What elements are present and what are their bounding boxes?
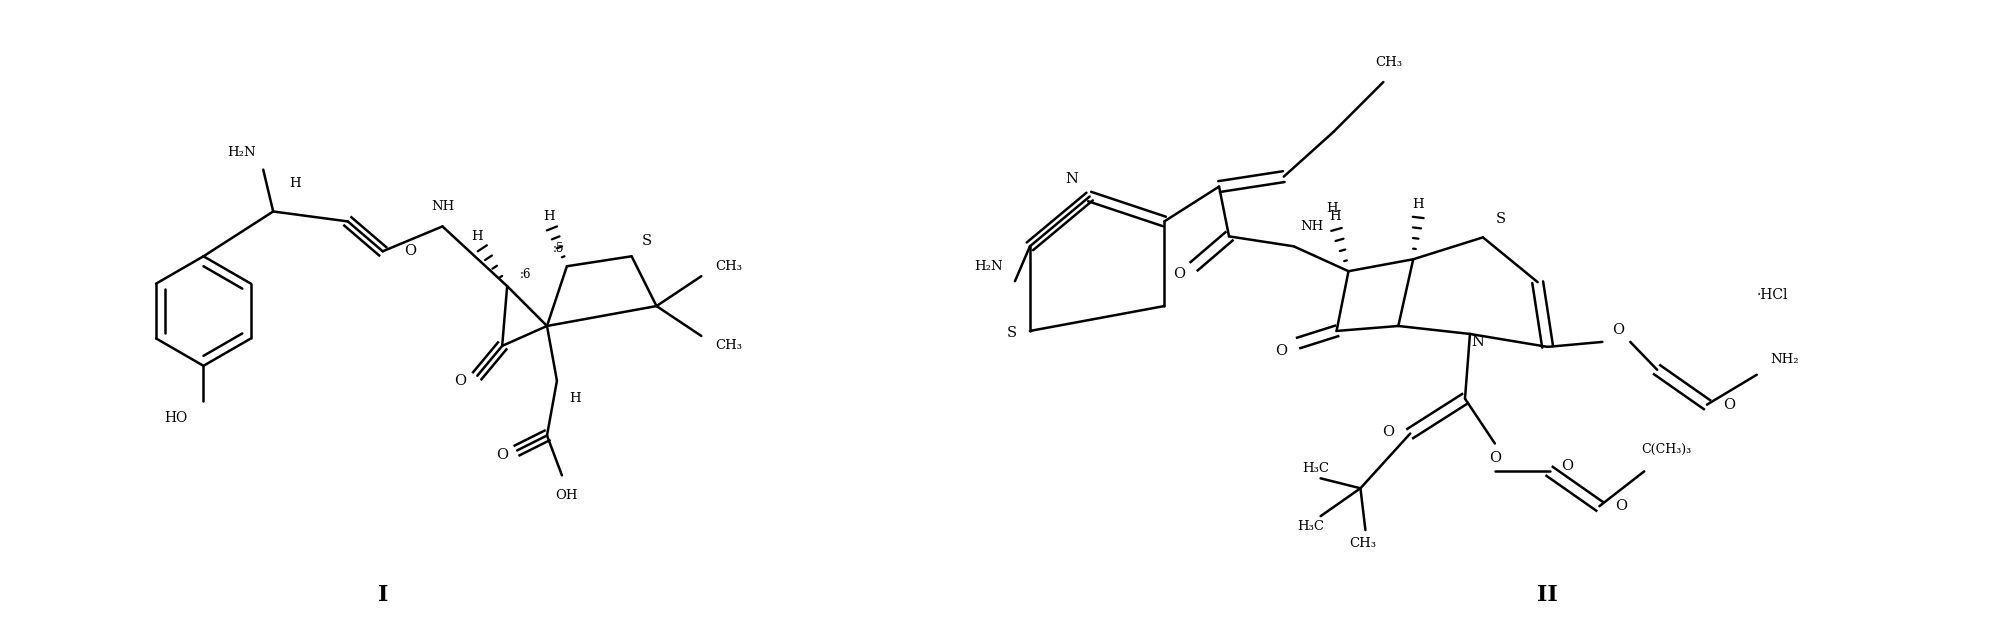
Text: O: O <box>1381 424 1393 438</box>
Text: H₃C: H₃C <box>1301 462 1329 475</box>
Text: :5: :5 <box>552 242 564 255</box>
Text: S: S <box>640 235 652 248</box>
Text: O: O <box>1722 397 1734 412</box>
Text: H: H <box>472 230 484 243</box>
Text: N: N <box>1066 172 1078 186</box>
Text: H: H <box>1411 198 1423 211</box>
Text: H₂N: H₂N <box>227 146 255 159</box>
Text: O: O <box>1172 267 1184 281</box>
Text: CH₃: CH₃ <box>1349 537 1375 549</box>
Text: H: H <box>1329 210 1341 223</box>
Text: O: O <box>1614 499 1626 513</box>
Text: C(CH₃)₃: C(CH₃)₃ <box>1640 443 1690 456</box>
Text: NH: NH <box>432 200 454 213</box>
Text: O: O <box>454 374 466 388</box>
Text: H: H <box>289 177 301 190</box>
Text: H₃C: H₃C <box>1297 520 1323 533</box>
Text: II: II <box>1537 584 1557 606</box>
Text: I: I <box>377 584 387 606</box>
Text: O: O <box>1487 451 1499 465</box>
Text: ·HCl: ·HCl <box>1756 288 1788 302</box>
Text: HO: HO <box>165 411 187 424</box>
Text: H₂N: H₂N <box>973 260 1001 272</box>
Text: O: O <box>1612 323 1624 337</box>
Text: H: H <box>544 210 554 223</box>
Text: CH₃: CH₃ <box>714 339 743 353</box>
Text: N: N <box>1471 335 1483 349</box>
Text: :6: :6 <box>520 268 530 281</box>
Text: NH₂: NH₂ <box>1770 353 1798 366</box>
Text: S: S <box>1495 212 1505 226</box>
Text: CH₃: CH₃ <box>1375 56 1401 69</box>
Text: OH: OH <box>556 488 578 502</box>
Text: CH₃: CH₃ <box>714 260 743 272</box>
Text: O: O <box>1274 344 1286 358</box>
Text: H: H <box>1325 202 1337 215</box>
Text: NH: NH <box>1299 220 1323 233</box>
Text: O: O <box>1561 460 1573 473</box>
Text: S: S <box>1006 326 1016 340</box>
Text: O: O <box>403 244 417 258</box>
Text: H: H <box>568 392 580 405</box>
Text: O: O <box>496 449 508 462</box>
